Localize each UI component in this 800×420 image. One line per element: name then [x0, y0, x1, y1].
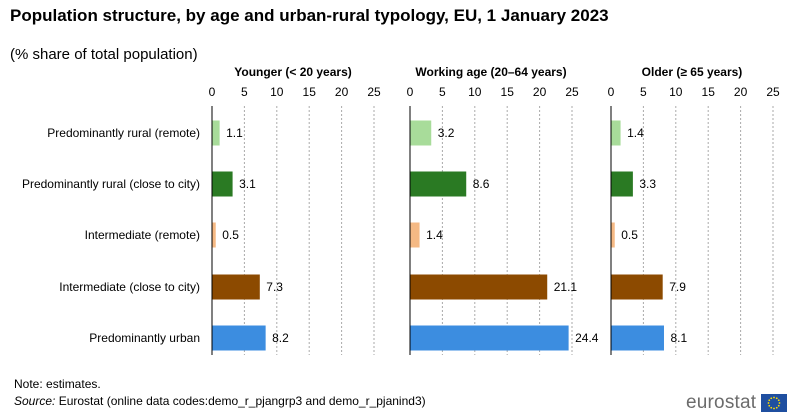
flag-star	[773, 407, 776, 410]
data-label: 1.4	[627, 126, 644, 140]
bar	[410, 120, 432, 146]
x-tick-label: 15	[303, 85, 317, 99]
bar-chart: Predominantly rural (remote) Predominantl…	[22, 65, 780, 355]
data-label: 8.1	[670, 331, 687, 345]
x-tick-label: 0	[407, 85, 414, 99]
flag-star	[778, 402, 781, 404]
data-label: 0.5	[621, 228, 638, 242]
bar	[611, 222, 615, 248]
bar	[611, 171, 633, 197]
flag-star	[778, 399, 780, 402]
data-label: 24.4	[575, 331, 599, 345]
flag-star	[770, 406, 773, 409]
x-tick-label: 25	[565, 85, 579, 99]
x-tick-label: 25	[367, 85, 381, 99]
data-label: 1.1	[226, 126, 243, 140]
data-label: 7.9	[669, 280, 686, 294]
logo-text: eurostat	[686, 392, 757, 413]
x-tick-label: 5	[640, 85, 647, 99]
data-label: 21.1	[554, 280, 578, 294]
data-label: 8.2	[272, 331, 289, 345]
data-label: 3.2	[438, 126, 455, 140]
x-tick-label: 25	[766, 85, 780, 99]
bar	[410, 222, 420, 248]
eurostat-logo: eurostat	[686, 392, 788, 414]
bar	[410, 325, 569, 351]
eu-flag-icon	[761, 394, 788, 412]
bar	[212, 120, 220, 146]
x-tick-label: 0	[209, 85, 216, 99]
x-tick-label: 10	[468, 85, 482, 99]
chart-subtitle: (% share of total population)	[10, 46, 198, 63]
bar	[410, 171, 467, 197]
x-tick-label: 15	[702, 85, 716, 99]
panel-title: Working age (20–64 years)	[415, 65, 566, 79]
x-tick-label: 5	[439, 85, 446, 99]
bar	[410, 274, 548, 300]
source-text: Eurostat (online data codes:demo_r_pjang…	[55, 394, 426, 408]
data-label: 3.1	[239, 177, 256, 191]
x-tick-label: 15	[501, 85, 515, 99]
x-tick-label: 10	[270, 85, 284, 99]
flag-star	[778, 404, 780, 407]
category-label: Intermediate (close to city)	[59, 280, 200, 294]
x-tick-label: 20	[335, 85, 349, 99]
data-label: 7.3	[266, 280, 283, 294]
panel-title: Younger (< 20 years)	[234, 65, 352, 79]
category-label: Intermediate (remote)	[85, 228, 200, 242]
data-label: 8.6	[473, 177, 490, 191]
category-label: Predominantly rural (remote)	[47, 126, 200, 140]
flag-star	[776, 406, 778, 409]
flag-star	[776, 397, 778, 400]
bar	[212, 274, 260, 300]
flag-star	[768, 404, 771, 407]
flag-star	[773, 396, 776, 399]
flag-star	[767, 402, 770, 404]
bar	[611, 325, 664, 351]
flag-star	[770, 397, 773, 400]
bar	[611, 120, 621, 146]
data-label: 0.5	[222, 228, 239, 242]
x-tick-label: 20	[734, 85, 748, 99]
category-label: Predominantly urban	[89, 331, 200, 345]
bar	[212, 222, 216, 248]
bar	[212, 171, 233, 197]
chart-source: Source: Eurostat (online data codes:demo…	[14, 394, 426, 408]
data-label: 1.4	[426, 228, 443, 242]
x-tick-label: 5	[241, 85, 248, 99]
source-label: Source:	[14, 394, 56, 408]
x-tick-label: 10	[669, 85, 683, 99]
bar	[212, 325, 266, 351]
chart-title: Population structure, by age and urban-r…	[10, 6, 609, 25]
category-label: Predominantly rural (close to city)	[22, 177, 200, 191]
flag-star	[768, 399, 771, 402]
panel-title: Older (≥ 65 years)	[642, 65, 743, 79]
data-label: 3.3	[639, 177, 656, 191]
chart-note: Note: estimates.	[14, 377, 101, 391]
x-tick-label: 20	[533, 85, 547, 99]
bar	[611, 274, 663, 300]
x-tick-label: 0	[608, 85, 615, 99]
